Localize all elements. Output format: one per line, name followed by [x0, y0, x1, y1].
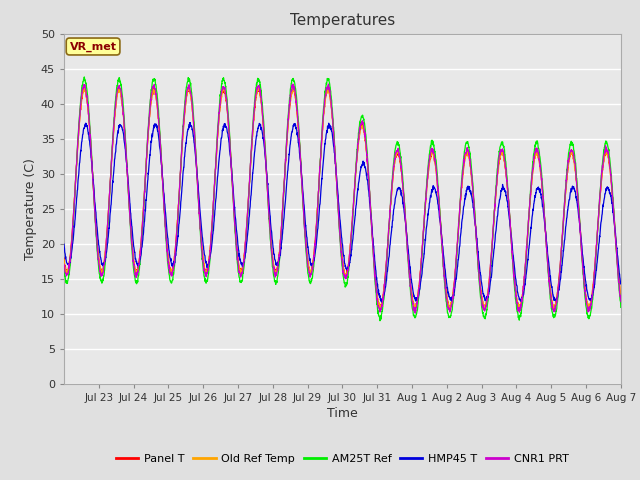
Text: VR_met: VR_met	[70, 41, 116, 52]
X-axis label: Time: Time	[327, 407, 358, 420]
Title: Temperatures: Temperatures	[290, 13, 395, 28]
Legend: Panel T, Old Ref Temp, AM25T Ref, HMP45 T, CNR1 PRT: Panel T, Old Ref Temp, AM25T Ref, HMP45 …	[112, 449, 573, 468]
Y-axis label: Temperature (C): Temperature (C)	[24, 158, 36, 260]
